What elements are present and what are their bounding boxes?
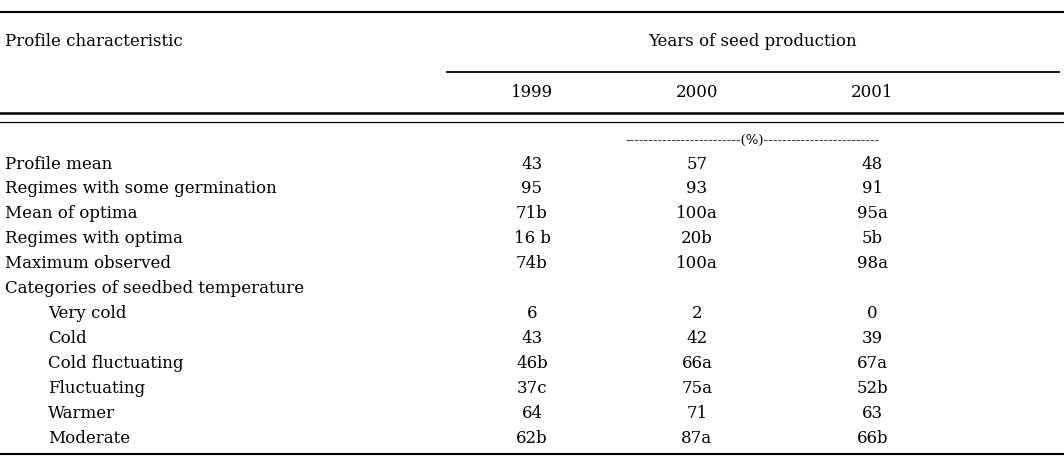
Text: 100a: 100a xyxy=(676,206,718,222)
Text: Categories of seedbed temperature: Categories of seedbed temperature xyxy=(5,280,304,297)
Text: 91: 91 xyxy=(862,181,883,197)
Text: 20b: 20b xyxy=(681,231,713,247)
Text: 98a: 98a xyxy=(857,255,888,272)
Text: 43: 43 xyxy=(521,156,543,172)
Text: 74b: 74b xyxy=(516,255,548,272)
Text: 71: 71 xyxy=(686,405,708,422)
Text: 0: 0 xyxy=(867,305,878,322)
Text: Cold fluctuating: Cold fluctuating xyxy=(48,355,183,372)
Text: 87a: 87a xyxy=(681,430,713,447)
Text: 71b: 71b xyxy=(516,206,548,222)
Text: Years of seed production: Years of seed production xyxy=(648,33,858,50)
Text: 95a: 95a xyxy=(857,206,888,222)
Text: 42: 42 xyxy=(686,330,708,347)
Text: 75a: 75a xyxy=(681,380,713,397)
Text: 62b: 62b xyxy=(516,430,548,447)
Text: -------------------------(%)-------------------------: -------------------------(%)------------… xyxy=(626,134,880,147)
Text: 64: 64 xyxy=(521,405,543,422)
Text: 39: 39 xyxy=(862,330,883,347)
Text: Maximum observed: Maximum observed xyxy=(5,255,171,272)
Text: Profile mean: Profile mean xyxy=(5,156,113,172)
Text: 16 b: 16 b xyxy=(514,231,550,247)
Text: 57: 57 xyxy=(686,156,708,172)
Text: Cold: Cold xyxy=(48,330,86,347)
Text: 1999: 1999 xyxy=(511,84,553,101)
Text: 52b: 52b xyxy=(857,380,888,397)
Text: Moderate: Moderate xyxy=(48,430,130,447)
Text: Regimes with some germination: Regimes with some germination xyxy=(5,181,277,197)
Text: Warmer: Warmer xyxy=(48,405,115,422)
Text: 2: 2 xyxy=(692,305,702,322)
Text: 66b: 66b xyxy=(857,430,888,447)
Text: 43: 43 xyxy=(521,330,543,347)
Text: 46b: 46b xyxy=(516,355,548,372)
Text: 6: 6 xyxy=(527,305,537,322)
Text: 66a: 66a xyxy=(681,355,713,372)
Text: Very cold: Very cold xyxy=(48,305,127,322)
Text: 100a: 100a xyxy=(676,255,718,272)
Text: Profile characteristic: Profile characteristic xyxy=(5,33,183,50)
Text: 48: 48 xyxy=(862,156,883,172)
Text: Fluctuating: Fluctuating xyxy=(48,380,145,397)
Text: 2001: 2001 xyxy=(851,84,894,101)
Text: Mean of optima: Mean of optima xyxy=(5,206,138,222)
Text: Regimes with optima: Regimes with optima xyxy=(5,231,183,247)
Text: 63: 63 xyxy=(862,405,883,422)
Text: 5b: 5b xyxy=(862,231,883,247)
Text: 67a: 67a xyxy=(857,355,888,372)
Text: 2000: 2000 xyxy=(676,84,718,101)
Text: 37c: 37c xyxy=(517,380,547,397)
Text: 95: 95 xyxy=(521,181,543,197)
Text: 93: 93 xyxy=(686,181,708,197)
